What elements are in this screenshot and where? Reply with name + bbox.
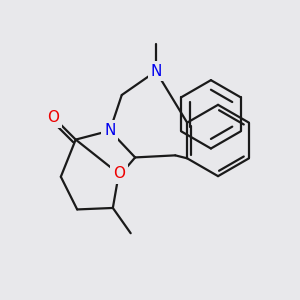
Text: O: O — [47, 110, 59, 125]
Text: O: O — [113, 166, 125, 181]
Text: N: N — [104, 123, 116, 138]
Text: N: N — [150, 64, 162, 79]
